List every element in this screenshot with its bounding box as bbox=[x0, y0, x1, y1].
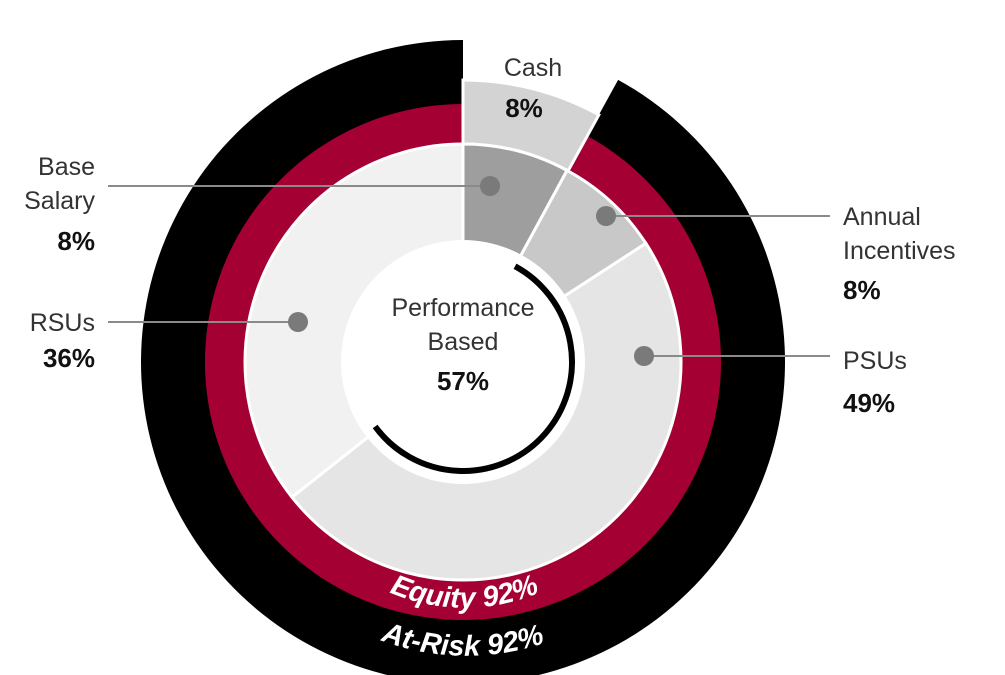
rsus-value: 36% bbox=[43, 343, 95, 373]
annual-incentives-value: 8% bbox=[843, 275, 881, 305]
annual-incentives-label-line2: Incentives bbox=[843, 237, 956, 265]
psus-label: PSUs bbox=[843, 347, 907, 375]
psus-value: 49% bbox=[843, 388, 895, 418]
performance-based-value: 57% bbox=[437, 366, 489, 396]
annual-incentives-label-line1: Annual bbox=[843, 203, 921, 231]
performance-based-arc bbox=[372, 263, 575, 474]
center-hole bbox=[341, 240, 585, 484]
performance-based-label-line1: Performance bbox=[391, 294, 534, 322]
annual-incentives-marker bbox=[596, 206, 616, 226]
base-salary-value: 8% bbox=[57, 226, 95, 256]
rsus-label: RSUs bbox=[30, 309, 95, 337]
base-salary-label-line1: Base bbox=[38, 153, 95, 181]
base-salary-marker bbox=[480, 176, 500, 196]
psus-marker bbox=[634, 346, 654, 366]
cash-label: Cash bbox=[504, 54, 562, 82]
rsus-marker bbox=[288, 312, 308, 332]
cash-value: 8% bbox=[505, 93, 543, 123]
base-salary-label-line2: Salary bbox=[24, 187, 95, 215]
performance-based-label-line2: Based bbox=[428, 328, 499, 356]
